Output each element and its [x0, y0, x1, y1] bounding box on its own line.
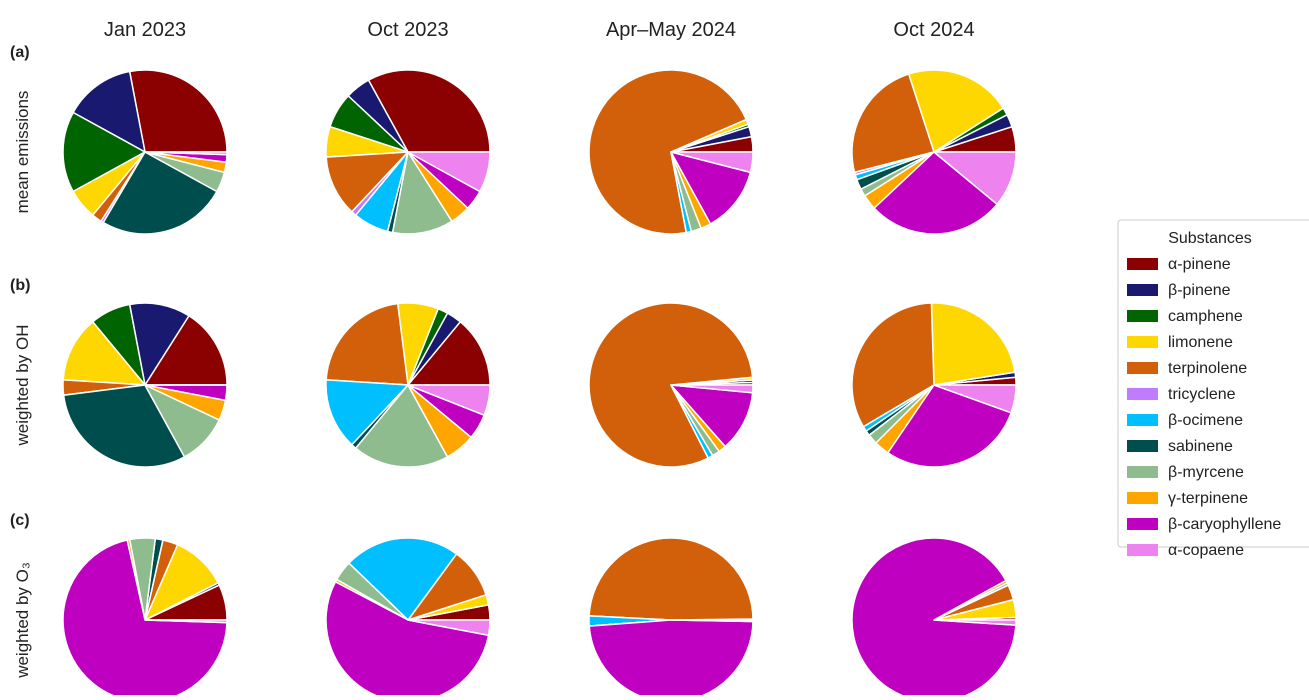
pie-wedge: [933, 384, 1017, 414]
pie-wedge: [325, 302, 409, 386]
legend-label: β-caryophyllene: [1168, 516, 1281, 533]
column-title: Oct 2023: [367, 19, 448, 41]
legend-label: terpinolene: [1168, 360, 1247, 377]
pie-wedge: [588, 537, 754, 621]
pie-wedge: [887, 384, 1012, 468]
pie-wedge: [348, 537, 458, 621]
legend-swatch: [1127, 284, 1158, 296]
legend-label: sabinene: [1168, 438, 1233, 455]
legend-label: α-pinene: [1168, 256, 1231, 273]
panel-label: (a): [10, 44, 30, 61]
pie-wedge: [670, 384, 754, 394]
panel-label: (c): [10, 512, 30, 529]
legend-title: Substances: [1168, 230, 1252, 247]
pie-wedge: [588, 69, 748, 235]
legend-swatch: [1127, 518, 1158, 530]
pie-wedge: [670, 151, 754, 174]
pie-wedge: [325, 151, 409, 213]
legend-swatch: [1127, 336, 1158, 348]
legend-swatch: [1127, 258, 1158, 270]
pie-wedge: [670, 384, 754, 448]
row-label: weighted by OH: [13, 325, 32, 447]
pie-wedge: [907, 69, 1004, 153]
pie-wedge: [933, 619, 1017, 626]
pie-wedge: [670, 151, 752, 225]
legend-label: β-myrcene: [1168, 464, 1244, 481]
pie-wedge: [851, 537, 1017, 700]
pie-wedge: [354, 384, 449, 468]
pie-wedge: [851, 73, 935, 174]
legend-label: β-pinene: [1168, 282, 1231, 299]
pie-wedge: [670, 619, 754, 623]
pie-wedge: [930, 302, 1016, 386]
pie-wedge: [851, 302, 935, 428]
legend-swatch: [1127, 414, 1158, 426]
legend-label: β-ocimene: [1168, 412, 1243, 429]
legend-label: tricyclene: [1168, 386, 1236, 403]
legend-box: [1117, 219, 1309, 548]
pie-wedge: [588, 619, 754, 700]
legend-label: limonene: [1168, 334, 1233, 351]
row-label: weighted by O₃: [13, 562, 32, 679]
pie-wedge: [128, 69, 228, 153]
pie-wedge: [407, 619, 491, 637]
pie-wedge: [933, 151, 1017, 206]
pie-wedge: [102, 151, 218, 235]
pie-wedge: [144, 619, 228, 624]
pie-wedge: [72, 70, 146, 153]
legend-swatch: [1127, 466, 1158, 478]
column-title: Oct 2024: [893, 19, 974, 41]
legend-swatch: [1127, 440, 1158, 452]
pie-wedge: [144, 315, 228, 386]
legend-label: α-copaene: [1168, 542, 1244, 559]
legend-swatch: [1127, 362, 1158, 374]
pie-wedge: [407, 151, 491, 193]
pie-wedge: [407, 321, 491, 386]
legend-swatch: [1127, 388, 1158, 400]
legend-label: γ-terpinene: [1168, 490, 1248, 507]
legend-swatch: [1127, 492, 1158, 504]
pie-wedge: [62, 384, 186, 468]
panel-label: (b): [10, 277, 30, 294]
legend-swatch: [1127, 310, 1158, 322]
pie-wedge: [325, 379, 409, 446]
row-label: mean emissions: [13, 91, 32, 214]
pie-wedge: [367, 69, 491, 153]
legend-label: camphene: [1168, 308, 1243, 325]
legend-swatch: [1127, 544, 1158, 556]
pie-wedge: [62, 111, 146, 193]
column-title: Jan 2023: [104, 19, 186, 41]
pie-wedge: [873, 151, 998, 235]
pie-wedge: [62, 321, 146, 386]
column-title: Apr–May 2024: [606, 19, 736, 41]
pie-wedge: [407, 384, 491, 416]
pie-wedge: [128, 302, 190, 386]
pie-wedge: [144, 151, 228, 156]
pie-wedge: [391, 151, 453, 235]
